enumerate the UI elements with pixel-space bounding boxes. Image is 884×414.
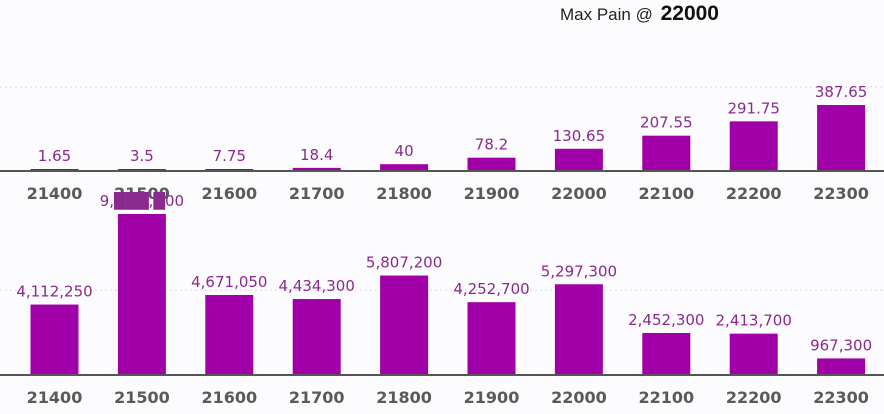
oi-bar-22300 <box>817 358 866 375</box>
oi-bar-21600 <box>205 294 254 375</box>
premium-bar-22100 <box>642 135 691 171</box>
premium-category-label: 21500 <box>114 184 170 203</box>
oi-bar-21700 <box>292 299 341 375</box>
premium-value-label: 130.65 <box>553 127 606 145</box>
oi-category-label: 22100 <box>638 388 694 407</box>
premium-bar-22200 <box>729 121 778 171</box>
oi-category-label: 22200 <box>726 388 782 407</box>
oi-bar-22100 <box>642 332 691 375</box>
premium-value-label: 387.65 <box>815 83 868 101</box>
premium-category-label: 22300 <box>813 184 869 203</box>
oi-value-label: 5,297,300 <box>541 262 617 280</box>
oi-value-label: 967,300 <box>810 336 872 354</box>
premium-category-label: 21400 <box>27 184 83 203</box>
premium-value-label: 40 <box>395 142 414 160</box>
oi-category-label: 22300 <box>813 388 869 407</box>
premium-category-label: 22000 <box>551 184 607 203</box>
max-pain-value: 22000 <box>660 2 719 25</box>
premium-category-label: 21800 <box>376 184 432 203</box>
oi-bar-21400 <box>30 304 79 375</box>
oi-category-label: 21900 <box>464 388 520 407</box>
premium-value-label: 3.5 <box>130 147 154 165</box>
oi-value-label: 4,252,700 <box>453 280 529 298</box>
premium-value-label: 7.75 <box>213 147 246 165</box>
oi-category-label: 22000 <box>551 388 607 407</box>
max-pain-label: Max Pain @ <box>560 5 653 24</box>
premium-value-label: 1.65 <box>38 147 71 165</box>
oi-bar-21900 <box>467 302 516 375</box>
oi-value-label: 4,671,050 <box>191 273 267 291</box>
oi-value-label: 5,807,200 <box>366 254 442 272</box>
premium-value-label: 18.4 <box>300 146 333 164</box>
oi-category-label: 21600 <box>201 388 257 407</box>
oi-category-label: 21700 <box>289 388 345 407</box>
premium-value-label: 207.55 <box>640 114 693 132</box>
premium-value-label: 291.75 <box>727 99 780 117</box>
oi-value-label: 4,434,300 <box>279 277 355 295</box>
premium-category-label: 21700 <box>289 184 345 203</box>
premium-bar-21800 <box>380 164 429 171</box>
premium-category-label: 22200 <box>726 184 782 203</box>
oi-bar-22200 <box>729 333 778 375</box>
premium-bar-22000 <box>554 148 603 171</box>
max-pain-title: Max Pain @ 22000 <box>560 2 719 26</box>
oi-category-label: 21800 <box>376 388 432 407</box>
premium-bar-22300 <box>817 105 866 171</box>
oi-category-label: 21500 <box>114 388 170 407</box>
premium-bar-21700 <box>292 167 341 171</box>
oi-bar-22000 <box>554 284 603 375</box>
oi-value-label: 4,112,250 <box>16 283 92 301</box>
premium-category-label: 21600 <box>201 184 257 203</box>
premium-category-label: 22100 <box>638 184 694 203</box>
premium-category-label: 21900 <box>464 184 520 203</box>
premium-value-label: 78.2 <box>475 136 508 154</box>
oi-value-label: 2,452,300 <box>628 311 704 329</box>
oi-value-label: 2,413,700 <box>716 312 792 330</box>
oi-bar-21800 <box>380 275 429 375</box>
oi-value-label: 9,███,█00 <box>100 191 184 210</box>
premium-bar-21900 <box>467 157 516 171</box>
oi-bar-21500 <box>117 214 166 375</box>
oi-category-label: 21400 <box>27 388 83 407</box>
